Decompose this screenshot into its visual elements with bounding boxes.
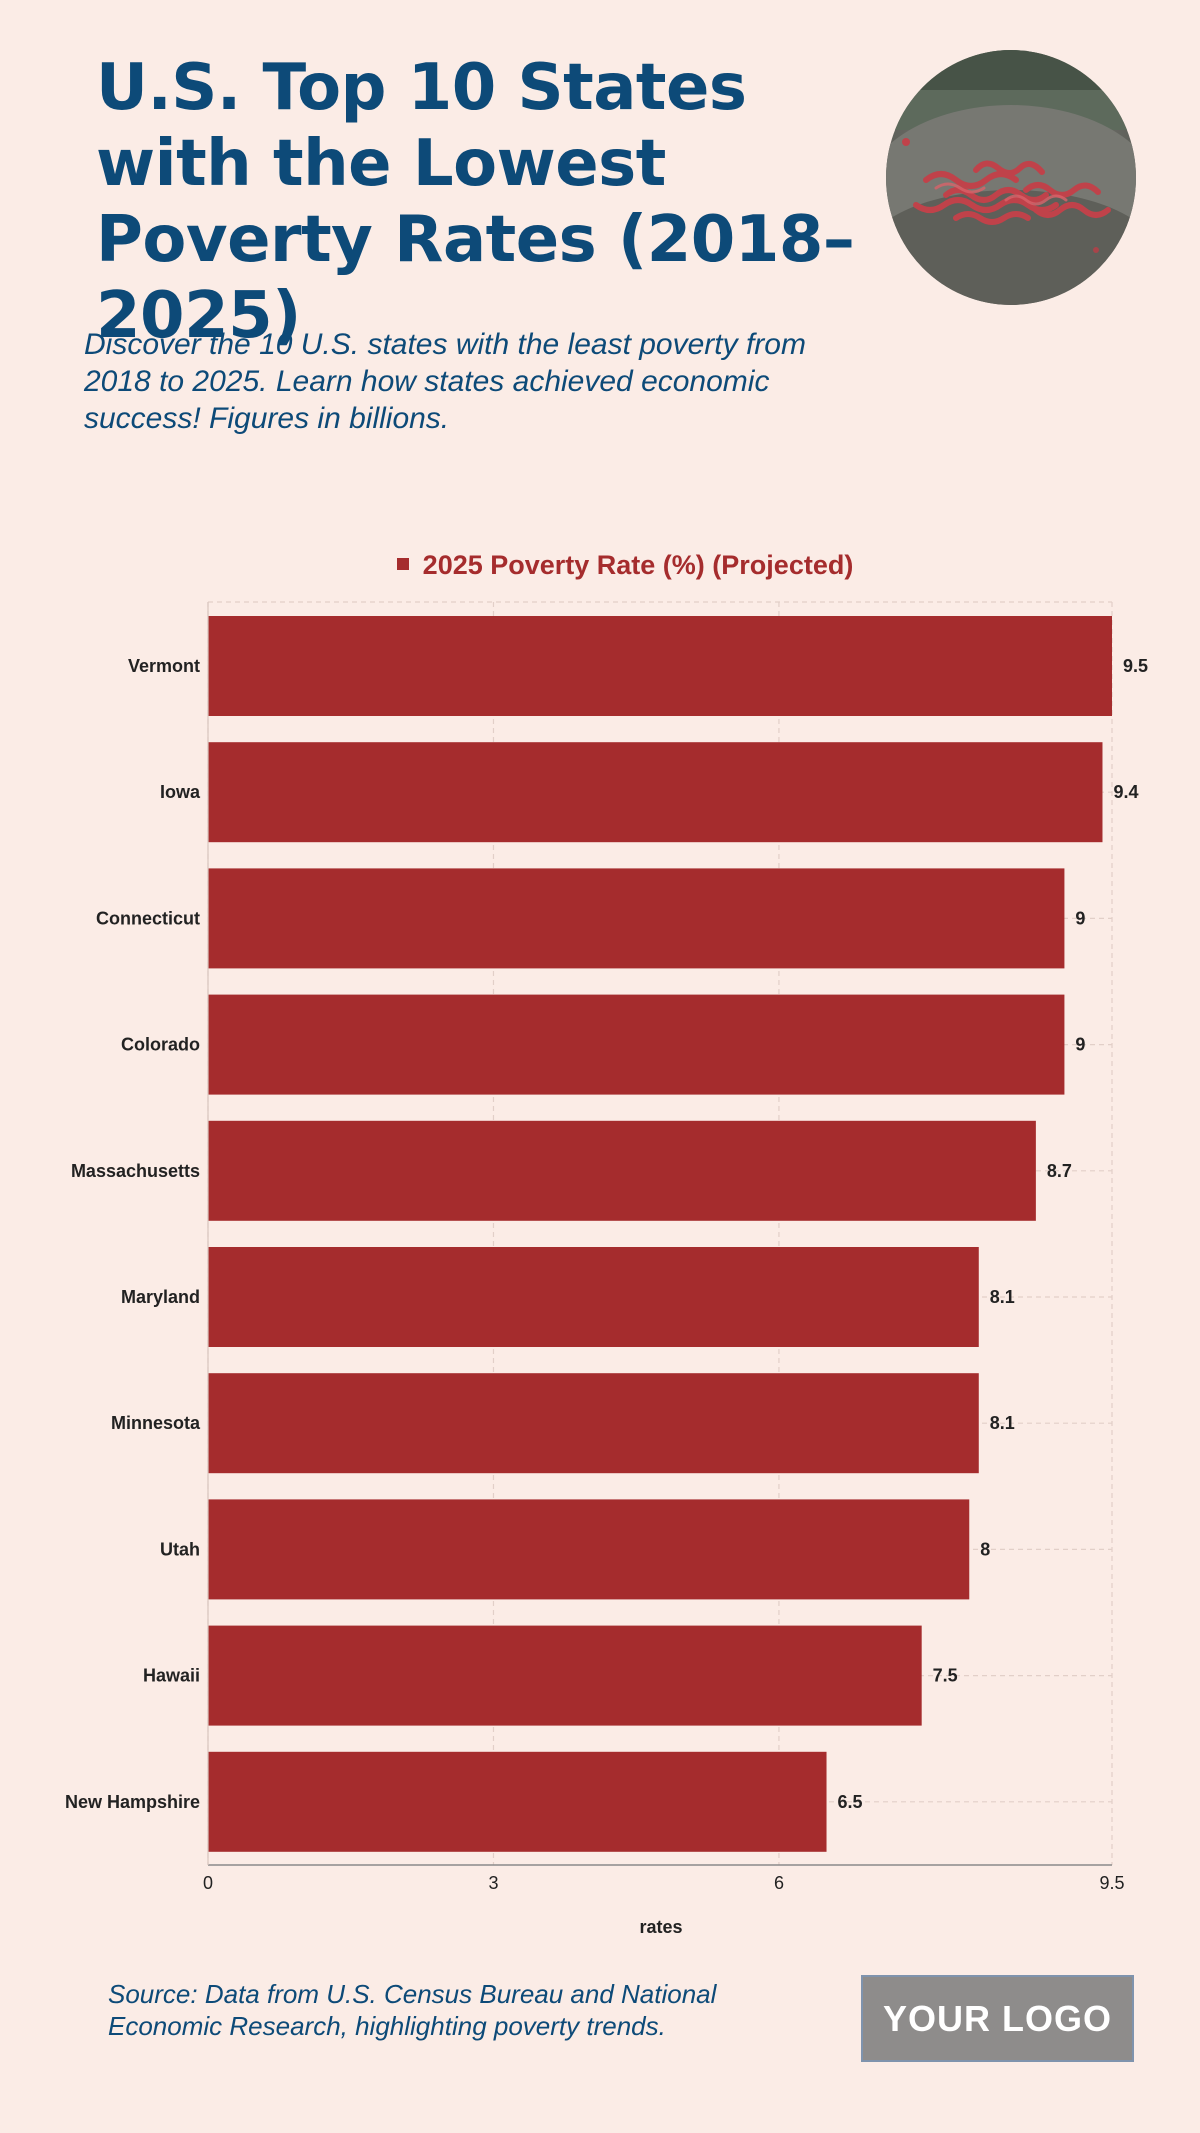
page-subtitle: Discover the 10 U.S. states with the lea…	[84, 328, 806, 435]
x-tick-label: 0	[203, 1873, 213, 1893]
bar	[208, 1499, 970, 1600]
bar	[208, 1247, 979, 1347]
category-label: Massachusetts	[71, 1161, 200, 1181]
header-photo	[886, 50, 1136, 305]
bar	[208, 994, 1065, 1095]
data-label: 9	[1075, 908, 1085, 928]
data-label: 8.7	[1047, 1161, 1072, 1181]
data-label: 8.1	[990, 1413, 1015, 1433]
x-tick-label: 3	[488, 1873, 498, 1893]
category-label: Minnesota	[111, 1413, 201, 1433]
data-label: 7.5	[933, 1666, 958, 1686]
data-label: 9.5	[1123, 656, 1148, 676]
legend-label: 2025 Poverty Rate (%) (Projected)	[422, 550, 854, 580]
data-label: 8.1	[990, 1287, 1015, 1307]
x-tick-label: 9.5	[1099, 1873, 1124, 1893]
bar	[208, 616, 1112, 716]
category-label: Utah	[160, 1539, 200, 1559]
category-label: Colorado	[121, 1035, 200, 1055]
category-label: New Hampshire	[65, 1792, 200, 1812]
bar	[208, 1625, 922, 1726]
source-note: Source: Data from U.S. Census Bureau and…	[108, 1979, 717, 2041]
bar	[208, 742, 1103, 843]
x-axis-title: rates	[639, 1917, 682, 1937]
bar	[208, 1373, 979, 1474]
bar-chart: Vermont 9.5 Iowa 9.4 Connecticut 9 Colorado 9 Ma…	[65, 601, 1148, 1937]
category-label: Iowa	[160, 782, 201, 802]
chart-legend: 2025 Poverty Rate (%) (Projected)	[0, 550, 1200, 581]
x-tick-label: 6	[774, 1873, 784, 1893]
data-label: 6.5	[838, 1792, 863, 1812]
logo-placeholder: YOUR LOGO	[861, 1975, 1134, 2062]
category-label: Hawaii	[143, 1666, 200, 1686]
category-label: Vermont	[128, 656, 200, 676]
data-label: 9.4	[1113, 782, 1138, 802]
category-label: Connecticut	[96, 908, 200, 928]
data-label: 9	[1075, 1035, 1085, 1055]
bar	[208, 868, 1065, 969]
data-label: 8	[980, 1539, 990, 1559]
bar	[208, 1751, 827, 1852]
legend-swatch-icon	[396, 557, 409, 570]
bar	[208, 1120, 1036, 1221]
category-label: Maryland	[121, 1287, 200, 1307]
page-title: U.S. Top 10 States with the Lowest Pover…	[96, 51, 855, 353]
